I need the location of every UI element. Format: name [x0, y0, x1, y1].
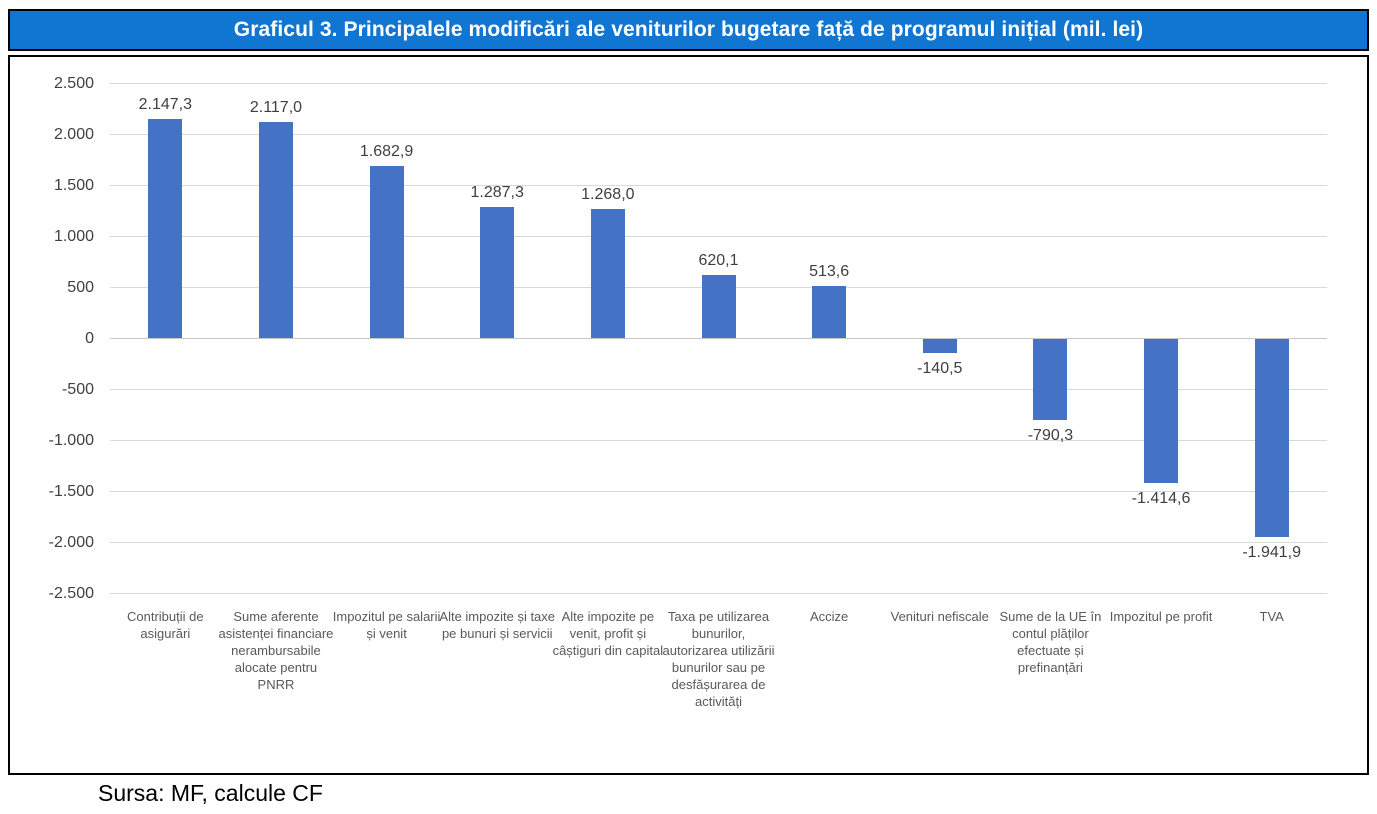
x-axis-category-label: Alte impozite pe venit, profit și câștig… — [552, 609, 664, 658]
bar-value-label: 2.147,3 — [138, 95, 192, 113]
bar-value-label: 513,6 — [809, 262, 850, 280]
x-axis-category-label: Taxa pe utilizarea bunurilor, autorizare… — [662, 609, 775, 709]
bar-value-label: 1.682,9 — [359, 143, 414, 161]
source-note: Sursa: MF, calcule CF — [98, 780, 323, 806]
bar-value-label: -790,3 — [1027, 426, 1074, 444]
y-axis-tick-label: -1.000 — [48, 431, 94, 449]
y-axis-tick-label: 500 — [67, 278, 94, 296]
bar-value-label: 2.117,0 — [249, 99, 303, 117]
bar — [922, 339, 957, 354]
bar — [1254, 339, 1289, 538]
gridline — [110, 236, 1327, 237]
x-axis-category-label: Accize — [809, 609, 849, 624]
x-axis-category-label: Sume aferente asistenței financiare nera… — [218, 609, 334, 692]
gridline — [110, 593, 1327, 594]
gridline — [110, 440, 1327, 441]
bar — [480, 206, 515, 338]
gridline — [110, 338, 1327, 339]
bar-value-label: -140,5 — [917, 360, 963, 378]
gridline — [110, 491, 1327, 492]
bar — [369, 166, 404, 338]
x-axis-category-label: Impozitul pe profit — [1109, 609, 1213, 624]
x-axis-category-label: Alte impozite și taxe pe bunuri și servi… — [439, 609, 556, 641]
bar-value-label: 1.287,3 — [470, 183, 524, 201]
y-axis-tick-label: -2.000 — [48, 533, 94, 551]
bar — [701, 274, 736, 338]
gridline — [110, 185, 1327, 186]
y-axis-tick-label: 1.500 — [53, 176, 94, 194]
bar — [258, 122, 293, 338]
bar-value-label: -1.414,6 — [1131, 490, 1191, 508]
bar — [1033, 339, 1068, 420]
bar — [812, 285, 847, 338]
y-axis-tick-label: 0 — [85, 329, 94, 347]
bar-value-label: 1.268,0 — [581, 185, 635, 203]
chart-title: Graficul 3. Principalele modificări ale … — [233, 18, 1144, 41]
bar-value-label: 620,1 — [698, 251, 739, 269]
gridline — [110, 542, 1327, 543]
bar-chart: 2.500 2.000 1.500 1.000 500 0 -500 -1.000 -1.500… — [10, 57, 1367, 773]
y-axis-tick-label: 2.500 — [53, 74, 94, 92]
bar-value-label: -1.941,9 — [1242, 544, 1302, 562]
gridline — [110, 83, 1327, 84]
x-axis-category-label: Sume de la UE în contul plăților efectua… — [999, 609, 1102, 675]
x-axis-category-label: Impozitul pe salarii și venit — [332, 609, 441, 641]
x-axis-category-label: Contribuții de asigurări — [127, 609, 204, 641]
chart-area: 2.500 2.000 1.500 1.000 500 0 -500 -1.000 -1.500… — [8, 55, 1369, 775]
y-axis-tick-label: 1.000 — [53, 227, 94, 245]
bar — [590, 208, 625, 338]
y-axis-tick-label: -2.500 — [48, 584, 94, 602]
y-axis-tick-label: 2.000 — [53, 125, 94, 143]
bar — [148, 118, 183, 338]
x-axis-category-label: TVA — [1259, 609, 1284, 624]
y-axis-tick-label: -1.500 — [48, 482, 94, 500]
chart-title-bar: Graficul 3. Principalele modificări ale … — [8, 9, 1369, 51]
gridline — [110, 389, 1327, 390]
gridline — [110, 134, 1327, 135]
bar — [1144, 339, 1179, 484]
y-axis-tick-label: -500 — [61, 380, 94, 398]
x-axis-category-label: Venituri nefiscale — [890, 609, 989, 624]
